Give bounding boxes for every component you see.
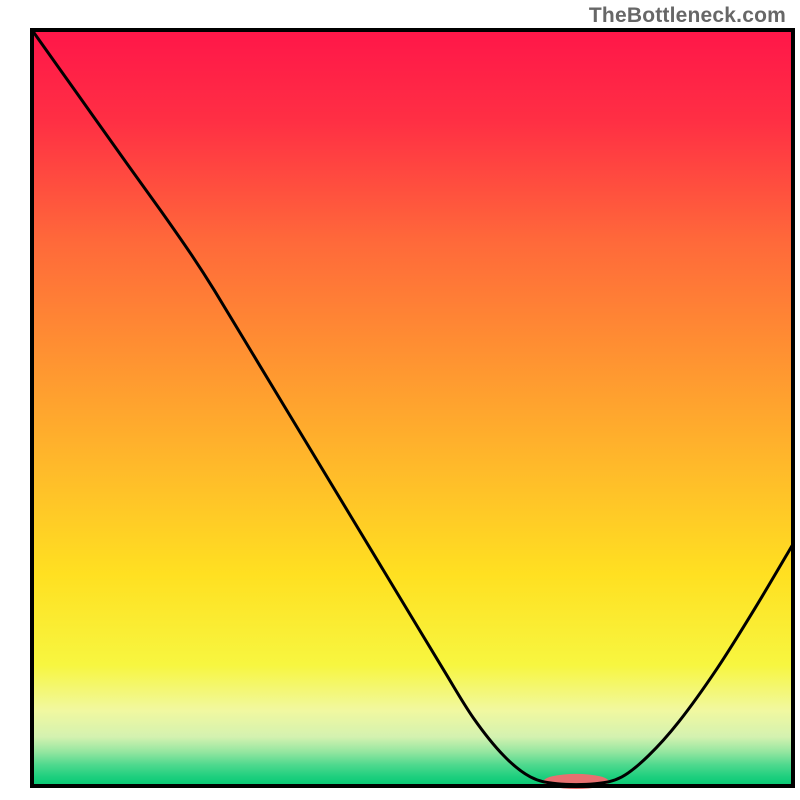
- chart-container: TheBottleneck.com: [0, 0, 800, 800]
- watermark-text: TheBottleneck.com: [589, 4, 786, 28]
- bottleneck-chart: [0, 0, 800, 800]
- plot-background: [32, 30, 793, 786]
